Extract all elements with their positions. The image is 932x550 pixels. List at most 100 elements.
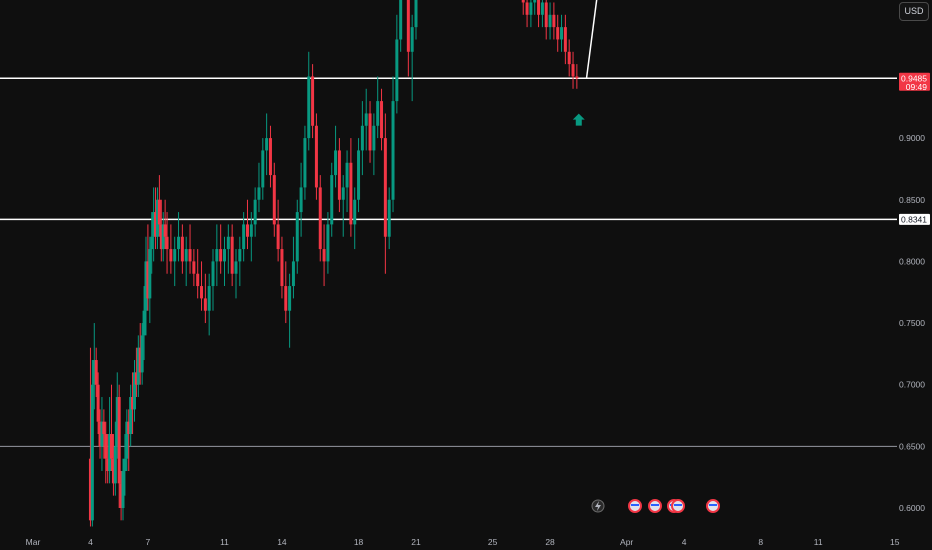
candle [276,199,280,262]
candle-body [380,101,384,139]
candle-body [121,471,125,508]
candle [521,0,525,15]
time-axis[interactable]: Mar 4 7 11 14 18 21 25 28 Apr 4 8 11 15 [26,537,900,547]
candle-body [533,0,537,3]
candle [326,212,330,274]
candle [349,138,353,237]
candle [360,101,364,176]
time-tick-label: Mar [26,537,41,547]
candle-body [219,249,223,262]
candle [129,384,133,447]
candle [94,347,98,398]
candle [525,0,529,28]
candle [161,212,165,262]
candle [540,0,544,28]
candle-body [104,434,108,459]
candle [238,236,242,287]
candle [268,125,272,188]
candle [159,199,163,262]
candle [230,224,234,287]
candle [399,0,403,52]
candle [284,261,288,324]
flag-event-icon[interactable] [648,499,662,513]
price-tick-label: 0.6000 [899,503,925,513]
candle [88,347,92,527]
chart-annotations [572,0,598,126]
candle-body [123,458,127,472]
candle [119,471,123,521]
price-label-box [899,213,930,225]
candle [127,409,131,472]
candle-body [364,113,368,126]
time-tick-label: 11 [220,537,229,547]
candle-body [192,261,196,274]
candle-body [284,286,288,311]
candle-body [131,397,135,410]
candle [146,224,150,311]
candle [307,51,311,151]
candle-body [521,0,525,3]
candle [184,236,188,287]
candle-body [98,421,102,447]
candle-body [150,236,154,250]
candle-body [165,236,169,250]
candle-body [245,224,249,237]
flag-event-icon[interactable] [628,499,642,513]
candle [132,360,136,422]
candle-body [368,113,372,151]
candle-body [276,224,280,250]
candle [155,187,159,250]
candle [318,175,322,262]
candle [322,224,326,287]
candle [106,434,110,484]
candle-body [127,421,131,435]
candle [533,0,537,15]
candle-body [349,162,353,225]
price-tick-label: 0.8500 [899,195,925,205]
flag-event-icon[interactable] [671,499,685,513]
candle [111,434,115,496]
candle [291,236,295,299]
candle [142,286,146,361]
candle-body [173,249,177,262]
currency-button[interactable]: USD [899,2,929,21]
candle [567,39,571,77]
candle-body [110,434,114,459]
candle [150,212,154,274]
candle [337,138,341,213]
candle-body [272,175,276,225]
candle [163,199,167,250]
price-label-box [899,72,930,91]
candle-body [117,397,121,484]
time-tick-label: 18 [354,537,364,547]
time-tick-label: 15 [890,537,900,547]
candle [113,421,117,496]
candle [406,0,410,77]
candle-body [234,261,238,274]
candle-body [341,187,345,200]
candle [148,236,152,324]
candle [215,224,219,287]
candle [152,187,156,262]
candle-body [399,0,403,40]
candle [387,187,391,250]
candle [257,162,261,213]
candle [537,0,541,28]
candle-body [249,224,253,237]
candle [110,384,114,472]
flag-event-icon[interactable] [706,499,720,513]
candle-body [106,458,110,472]
candle [180,224,184,274]
candle [211,249,215,311]
candle-body [560,27,564,40]
lightning-event-icon[interactable] [591,499,605,513]
candle [368,101,372,163]
candle [391,76,395,213]
candle [169,224,173,274]
candle [154,187,158,250]
candle-body [360,125,364,151]
candle [104,421,108,484]
candle [117,384,121,508]
